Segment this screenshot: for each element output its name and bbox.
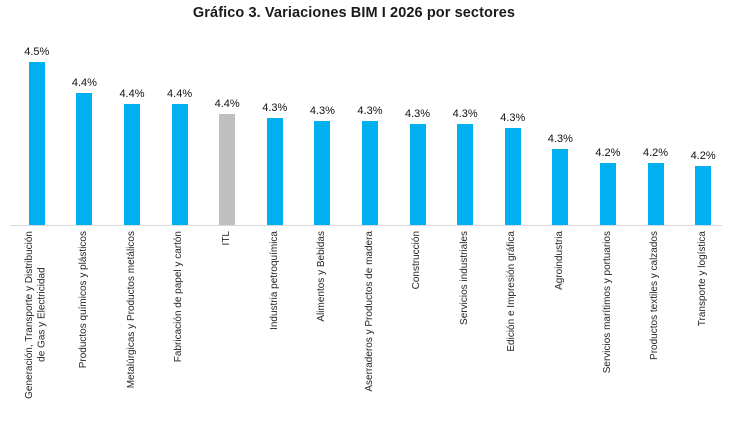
bar bbox=[409, 124, 426, 225]
category-label: ITL bbox=[220, 231, 232, 246]
bar-value-label: 4.2% bbox=[690, 150, 716, 162]
bar bbox=[599, 162, 616, 225]
bar-value-label: 4.3% bbox=[500, 111, 526, 124]
category-label: Servicios marítimos y portuarios bbox=[601, 231, 613, 374]
category-cell: Servicios marítimos y portuarios bbox=[584, 231, 632, 417]
category-cell: Edición e Impresión gráfica bbox=[489, 231, 537, 417]
category-label: Metalúrgicas y Productos metálicos bbox=[125, 231, 137, 389]
bar-column: 4.3% bbox=[346, 40, 394, 225]
bar bbox=[457, 124, 474, 225]
bar-itl-highlighted bbox=[219, 114, 236, 225]
category-cell: Agroindustria bbox=[537, 231, 585, 417]
category-cell: Fabricación de papel y cartón bbox=[156, 231, 204, 417]
bar-column: 4.3% bbox=[394, 40, 442, 225]
category-label: Construcción bbox=[411, 231, 423, 290]
category-label: Alimentos y Bebidas bbox=[316, 231, 328, 322]
bar-value-label: 4.4% bbox=[167, 87, 193, 100]
bar-value-label: 4.3% bbox=[547, 132, 573, 145]
category-cell: Generación, Transporte y Distribución de… bbox=[13, 231, 61, 417]
bar-column: 4.2% bbox=[679, 40, 727, 225]
bar bbox=[504, 127, 521, 225]
x-axis-line bbox=[10, 225, 722, 226]
category-cell: ITL bbox=[203, 231, 251, 417]
category-label: Transporte y logística bbox=[696, 231, 708, 327]
category-cell: Productos químicos y plásticos bbox=[61, 231, 109, 417]
bar-column: 4.4% bbox=[108, 40, 156, 225]
category-cell: Construcción bbox=[394, 231, 442, 417]
bar-value-label: 4.3% bbox=[309, 105, 335, 117]
bar-value-label: 4.2% bbox=[642, 146, 669, 159]
bar-column: 4.3% bbox=[299, 40, 347, 225]
bar bbox=[76, 93, 93, 225]
bar bbox=[266, 117, 283, 225]
bar bbox=[314, 121, 331, 225]
bar-column: 4.3% bbox=[251, 40, 299, 225]
x-axis-labels-row: Generación, Transporte y Distribución de… bbox=[13, 231, 727, 417]
category-label: Fabricación de papel y cartón bbox=[173, 231, 185, 363]
bar-column: 4.4% bbox=[156, 40, 204, 225]
category-label: Edición e Impresión gráfica bbox=[506, 231, 518, 352]
category-cell: Productos textiles y calzados bbox=[632, 231, 680, 417]
category-cell: Metalúrgicas y Productos metálicos bbox=[108, 231, 156, 417]
category-label: Productos químicos y plásticos bbox=[78, 231, 90, 369]
bar-column: 4.2% bbox=[632, 40, 680, 225]
bar bbox=[647, 162, 664, 225]
bar-value-label: 4.4% bbox=[71, 77, 97, 90]
bar-value-label: 4.4% bbox=[214, 98, 240, 110]
bar bbox=[552, 148, 569, 225]
category-cell: Transporte y logística bbox=[679, 231, 727, 417]
bar bbox=[28, 62, 45, 225]
category-label: Servicios industriales bbox=[458, 231, 470, 325]
bar-column: 4.4% bbox=[61, 40, 109, 225]
category-cell: Alimentos y Bebidas bbox=[299, 231, 347, 417]
category-label: Aserraderos y Productos de madera bbox=[363, 231, 375, 392]
bar-value-label: 4.3% bbox=[262, 101, 288, 114]
category-label: Generación, Transporte y Distribución de… bbox=[24, 231, 48, 399]
category-cell: Industria petroquímica bbox=[251, 231, 299, 417]
chart-title: Gráfico 3. Variaciones BIM I 2026 por se… bbox=[192, 5, 516, 21]
bar-column: 4.3% bbox=[441, 40, 489, 225]
category-cell: Servicios industriales bbox=[441, 231, 489, 417]
bar-value-label: 4.3% bbox=[357, 105, 383, 117]
bar bbox=[361, 121, 378, 225]
bars-row: 4.5% 4.4% 4.4% 4.4% 4.4% 4.3% 4.3% 4.3% 4.3% 4.3%… bbox=[13, 40, 727, 225]
bar bbox=[171, 103, 188, 225]
bar-value-label: 4.5% bbox=[24, 46, 50, 58]
bar-value-label: 4.2% bbox=[595, 146, 621, 159]
category-label: Industria petroquímica bbox=[268, 231, 280, 330]
bar-column: 4.3% bbox=[537, 40, 585, 225]
bar-value-label: 4.3% bbox=[452, 108, 478, 121]
bar-column: 4.4% bbox=[203, 40, 251, 225]
bar-column: 4.2% bbox=[584, 40, 632, 225]
bar-column: 4.5% bbox=[13, 40, 61, 225]
category-cell: Aserraderos y Productos de madera bbox=[346, 231, 394, 417]
bar bbox=[695, 166, 712, 225]
bar-value-label: 4.3% bbox=[405, 108, 431, 121]
bar-value-label: 4.4% bbox=[119, 87, 145, 100]
bar bbox=[123, 103, 140, 225]
category-label: Agroindustria bbox=[554, 231, 566, 290]
bar-column: 4.3% bbox=[489, 40, 537, 225]
category-label: Productos textiles y calzados bbox=[649, 231, 661, 360]
